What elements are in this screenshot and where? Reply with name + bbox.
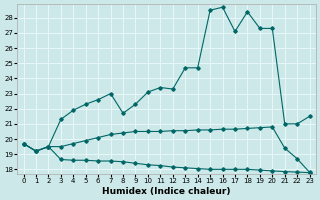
X-axis label: Humidex (Indice chaleur): Humidex (Indice chaleur): [102, 187, 231, 196]
